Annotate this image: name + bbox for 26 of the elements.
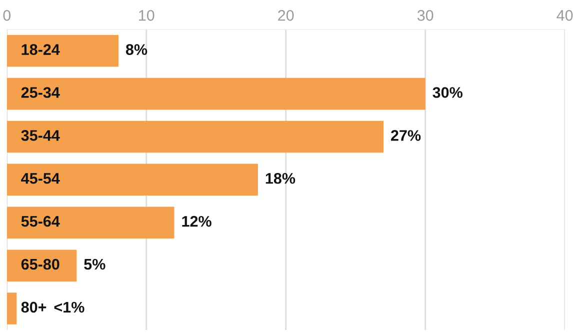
y-tick-label: 45-54 xyxy=(21,173,60,184)
bar xyxy=(6,206,174,239)
y-tick-label: 55-64 xyxy=(21,216,60,227)
bar xyxy=(6,78,426,110)
x-tick-label: 30 xyxy=(417,10,434,21)
x-tick-label: 20 xyxy=(278,10,294,21)
data-label: 12% xyxy=(182,216,212,227)
y-tick-label: 35-44 xyxy=(21,130,60,141)
bar xyxy=(6,292,17,324)
bar xyxy=(6,120,384,153)
x-tick-label: 10 xyxy=(139,10,154,21)
data-label: 27% xyxy=(390,130,421,141)
data-label: 30% xyxy=(432,87,462,98)
data-label: 8% xyxy=(126,44,148,55)
bar xyxy=(6,250,77,282)
y-tick-label: 65-80 xyxy=(21,258,60,270)
data-label: <1% xyxy=(54,302,84,313)
bar xyxy=(6,164,258,196)
y-tick-label: 25-34 xyxy=(21,87,60,98)
x-tick-label: 0 xyxy=(3,10,11,21)
x-tick-label: 40 xyxy=(556,10,573,21)
data-label: 18% xyxy=(266,172,296,184)
bar xyxy=(6,34,118,67)
data-label: 5% xyxy=(84,258,106,270)
y-tick-label: 80+ xyxy=(21,302,46,313)
y-tick-label: 18-24 xyxy=(22,44,60,55)
